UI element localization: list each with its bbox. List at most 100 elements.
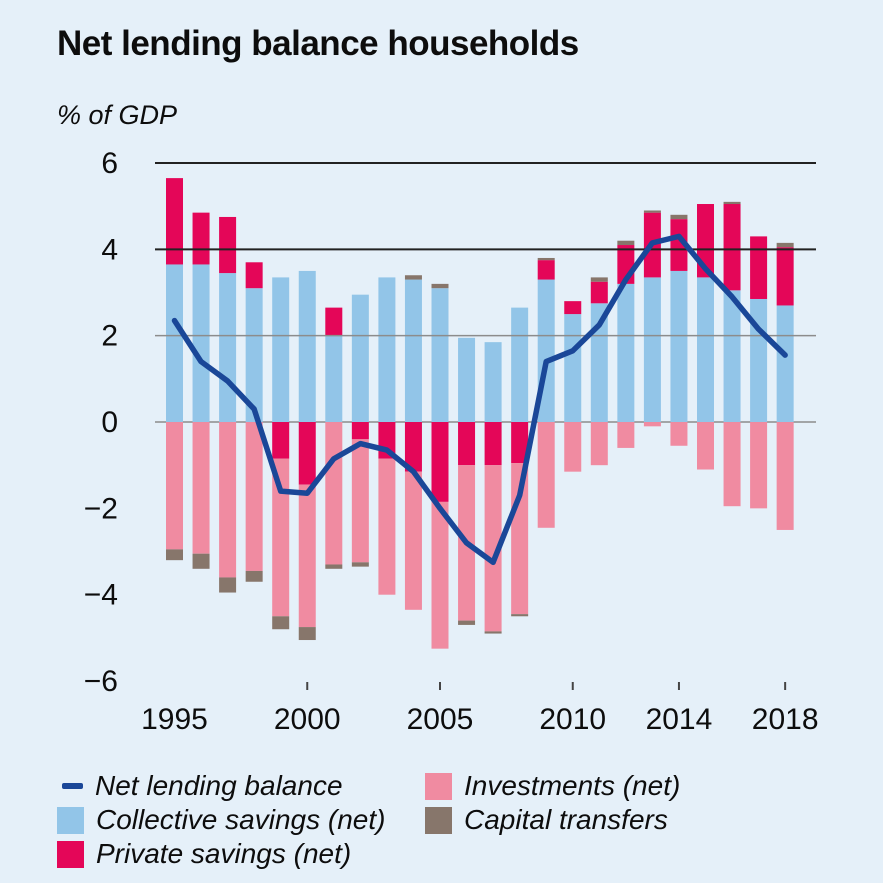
bar-2014-investments (670, 422, 688, 446)
y-axis-label-6: 6 (101, 147, 118, 180)
bar-2016-collective (723, 290, 741, 423)
bar-2015-private (697, 204, 714, 278)
y-axis-label-0: 0 (101, 406, 118, 439)
bar-1995-investments (166, 422, 183, 550)
bar-2014-private (670, 219, 688, 271)
bar-1997-investments (219, 422, 237, 578)
bar-2003-investments (378, 458, 396, 595)
bar-2005-private (431, 422, 449, 502)
y-axis-label-2: 2 (101, 320, 118, 353)
bar-1996-capital (192, 553, 210, 569)
bar-2005-capital (431, 283, 449, 289)
bar-1999-collective (272, 277, 290, 423)
bar-2000-investments (298, 484, 316, 628)
bar-1999-private (272, 422, 290, 459)
bar-2001-private (325, 307, 343, 336)
bar-1998-capital (245, 570, 263, 582)
bar-2017-collective (750, 298, 768, 423)
bar-2014-capital (670, 214, 688, 220)
bar-2012-investments (617, 422, 635, 448)
bar-2003-collective (378, 277, 396, 423)
y-axis-label-−2: −2 (84, 492, 118, 525)
y-axis-label-4: 4 (101, 233, 118, 266)
legend-label-private-savings: Private savings (net) (96, 838, 352, 869)
bar-2007-private (484, 422, 502, 466)
bar-2002-investments (351, 439, 369, 563)
x-axis-label-1995: 1995 (141, 703, 208, 736)
bar-2000-private (298, 422, 316, 485)
bar-2013-collective (643, 277, 661, 423)
legend-swatch-net-lending (62, 783, 83, 789)
bar-2011-capital (590, 277, 608, 282)
legend-label-net-lending: Net lending balance (95, 770, 343, 801)
bar-2008-collective (511, 307, 529, 423)
bar-2011-collective (590, 303, 608, 423)
bar-2006-collective (458, 337, 476, 423)
bar-1997-capital (219, 577, 237, 593)
bar-2013-capital (643, 210, 661, 213)
bar-2014-collective (670, 270, 688, 423)
bar-1996-investments (192, 422, 210, 554)
bar-2004-capital (404, 275, 422, 280)
bar-2001-investments (325, 422, 343, 565)
bar-2017-private (750, 236, 768, 299)
bar-2002-collective (351, 294, 369, 423)
bar-2015-investments (697, 422, 714, 470)
bar-2016-investments (723, 422, 741, 507)
bar-2011-private (590, 281, 608, 304)
legend-swatch-investments (425, 772, 452, 800)
bar-2013-investments (643, 422, 661, 427)
x-axis-label-2014: 2014 (646, 703, 713, 736)
bar-2012-collective (617, 283, 635, 423)
bar-2009-capital (537, 257, 555, 261)
bar-2000-collective (298, 270, 316, 423)
bar-2015-collective (697, 277, 714, 423)
bar-2010-investments (564, 422, 582, 472)
bar-2016-capital (723, 201, 741, 205)
bar-2018-private (776, 247, 794, 306)
bar-1998-collective (245, 288, 263, 423)
bar-2007-investments (484, 465, 502, 632)
bar-1999-capital (272, 616, 290, 630)
bar-2009-private (537, 260, 555, 280)
bar-2005-investments (431, 501, 449, 649)
bar-1996-collective (192, 264, 210, 423)
bar-2018-investments (776, 422, 794, 530)
legend-item-investments: Investments (net) (425, 770, 680, 801)
bar-2017-investments (750, 422, 768, 509)
legend-item-capital-transfers: Capital transfers (425, 804, 668, 835)
bar-2002-private (351, 422, 369, 440)
x-axis-label-2010: 2010 (539, 703, 606, 736)
bar-2004-collective (404, 279, 422, 423)
y-axis-label-−6: −6 (84, 665, 118, 698)
legend-label-collective-savings: Collective savings (net) (96, 804, 386, 835)
bar-2006-private (458, 422, 476, 466)
bar-2004-investments (404, 471, 422, 610)
bar-2012-capital (617, 240, 635, 246)
bar-2018-capital (776, 242, 794, 248)
x-axis-label-2000: 2000 (274, 703, 341, 736)
bar-1996-private (192, 212, 210, 265)
bar-2009-investments (537, 422, 555, 528)
chart-title: Net lending balance households (57, 24, 579, 63)
legend-swatch-collective-savings (57, 806, 84, 834)
net-lending-balance-line (171, 233, 788, 566)
bar-2005-collective (431, 288, 449, 423)
bar-1998-investments (245, 422, 263, 571)
bar-2007-capital (484, 631, 502, 634)
bar-2001-collective (325, 335, 343, 423)
bar-2004-private (404, 422, 422, 472)
x-axis-label-2018: 2018 (752, 703, 819, 736)
bar-1999-investments (272, 458, 290, 617)
legend-swatch-private-savings (57, 840, 84, 868)
legend-item-net-lending: Net lending balance (57, 770, 343, 801)
bar-1997-private (219, 216, 237, 274)
bar-2016-private (723, 204, 741, 291)
bar-2008-private (511, 422, 529, 464)
bar-1995-private (166, 178, 183, 265)
bar-2007-collective (484, 342, 502, 423)
bar-1995-capital (166, 549, 183, 561)
bar-2010-collective (564, 314, 582, 423)
y-axis-label-−4: −4 (84, 579, 118, 612)
